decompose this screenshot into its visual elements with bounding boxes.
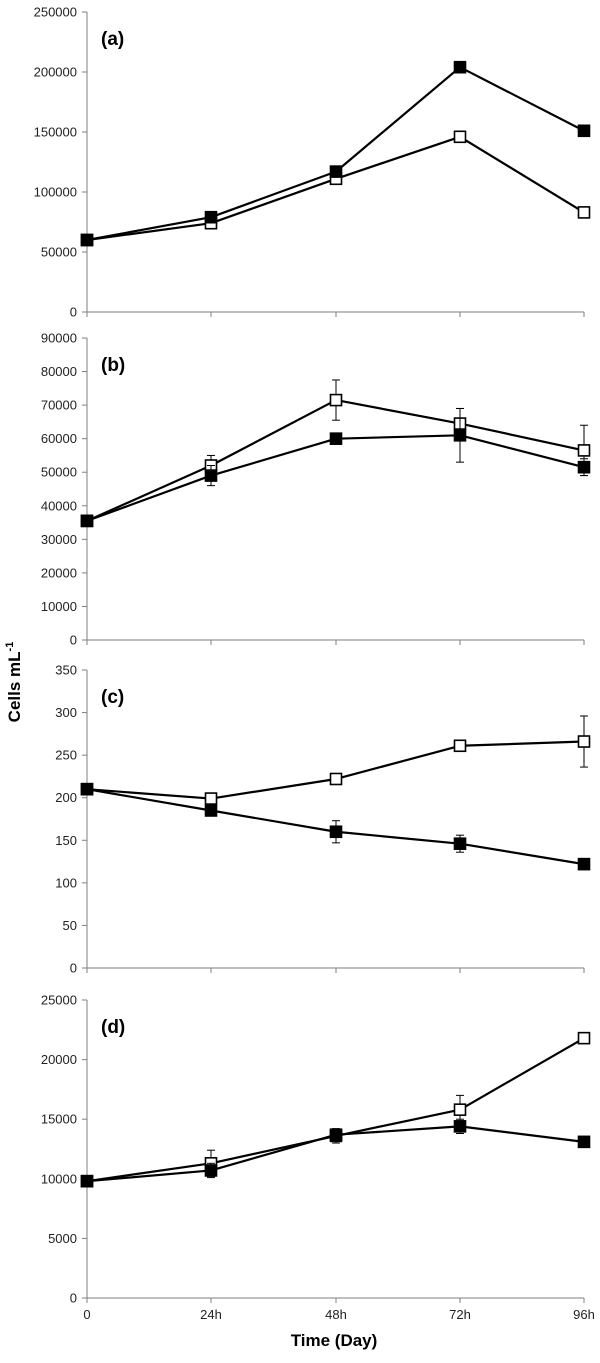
series-filled-marker xyxy=(577,857,591,871)
series-filled-marker xyxy=(80,514,94,528)
y-tick-label: 0 xyxy=(70,305,77,320)
y-tick-label: 0 xyxy=(70,1291,77,1306)
series-open-marker xyxy=(577,1031,591,1045)
y-tick-label: 5000 xyxy=(48,1231,77,1246)
y-tick-label: 100000 xyxy=(34,185,77,200)
series-filled-line xyxy=(86,66,585,242)
panel-label: (a) xyxy=(101,29,124,50)
panel-label: (d) xyxy=(101,1017,125,1038)
y-tick-label: 40000 xyxy=(41,498,77,513)
series-filled-marker xyxy=(329,165,343,178)
series-open-marker xyxy=(577,206,591,219)
series-open-line xyxy=(86,740,585,800)
x-tick-label: 96h xyxy=(573,1307,595,1322)
y-tick-label: 350 xyxy=(55,663,77,678)
y-tick-label: 200 xyxy=(55,790,77,805)
y-axis-title-main: Cells mL xyxy=(5,651,24,722)
y-tick-label: 15000 xyxy=(41,1112,77,1127)
panel-c: 0 50 100 150 200 250 300 350 (c) xyxy=(55,663,591,976)
y-tick-label: 50 xyxy=(63,918,77,933)
series-filled-marker xyxy=(453,837,467,850)
series-open-marker xyxy=(577,444,591,457)
panel-a: 0 50000 100000 150000 200000 250000 (a) xyxy=(34,5,591,320)
y-tick-label: 250 xyxy=(55,748,77,763)
y-tick-label: 150 xyxy=(55,833,77,848)
series-filled-marker xyxy=(329,825,343,839)
series-filled-marker xyxy=(204,469,218,482)
series-filled-marker xyxy=(204,804,218,817)
panel-label: (c) xyxy=(101,687,124,708)
series-filled-marker xyxy=(204,210,218,224)
y-tick-label: 50000 xyxy=(41,465,77,480)
series-open-line xyxy=(86,1037,585,1183)
panels: 050000100000150000200000250000(a)0100002… xyxy=(34,5,595,1323)
series-filled-marker xyxy=(453,60,467,74)
y-tick-label: 300 xyxy=(55,705,77,720)
x-axis-title: Time (Day) xyxy=(291,1331,378,1350)
series-open-marker xyxy=(329,772,343,786)
y-tick-label: 20000 xyxy=(41,1052,77,1067)
panel-b: 0 10000 20000 30000 40000 50000 60000 70000 8000… xyxy=(41,331,591,648)
series-filled-marker xyxy=(329,1128,343,1141)
x-tick-label: 48h xyxy=(325,1307,347,1322)
series-open-line xyxy=(86,135,585,242)
series-filled-marker xyxy=(329,432,343,445)
series-open-marker xyxy=(329,393,343,407)
x-tick-label: 24h xyxy=(200,1307,222,1322)
series-filled-line xyxy=(86,434,585,522)
series-open-marker xyxy=(453,1103,467,1116)
y-tick-label: 200000 xyxy=(34,65,77,80)
series-open-marker xyxy=(453,130,467,144)
y-tick-label: 80000 xyxy=(41,364,77,379)
y-tick-label: 70000 xyxy=(41,398,77,413)
y-tick-label: 10000 xyxy=(41,599,77,614)
y-tick-label: 0 xyxy=(70,633,77,648)
y-tick-label: 10000 xyxy=(41,1171,77,1186)
series-filled-marker xyxy=(577,460,591,474)
panel-d: 0 5000 10000 15000 20000 25000 0 24h 48h 72h 96h (d… xyxy=(41,993,595,1323)
y-tick-label: 100 xyxy=(55,875,77,890)
series-open-marker xyxy=(204,792,218,805)
x-tick-label: 0 xyxy=(83,1307,90,1322)
series-filled-marker xyxy=(80,233,94,247)
series-filled-marker xyxy=(453,429,467,442)
y-tick-label: 150000 xyxy=(34,125,77,140)
y-axis-title: Cells mL-1 xyxy=(4,642,24,723)
panel-label: (b) xyxy=(101,355,125,376)
y-axis-title-superscript: -1 xyxy=(4,642,16,652)
series-open-marker xyxy=(577,735,591,748)
y-tick-label: 90000 xyxy=(41,331,77,346)
y-tick-label: 60000 xyxy=(41,431,77,446)
series-filled-marker xyxy=(80,1174,94,1188)
y-tick-label: 25000 xyxy=(41,993,77,1008)
series-filled-marker xyxy=(453,1120,467,1133)
series-filled-marker xyxy=(80,782,94,796)
y-tick-label: 20000 xyxy=(41,565,77,580)
y-tick-label: 50000 xyxy=(41,245,77,260)
y-tick-label: 0 xyxy=(70,961,77,976)
x-tick-label: 72h xyxy=(449,1307,471,1322)
y-tick-label: 250000 xyxy=(34,5,77,20)
series-open-marker xyxy=(453,739,467,753)
series-filled-marker xyxy=(577,124,591,138)
series-filled-marker xyxy=(204,1164,218,1177)
series-filled-marker xyxy=(577,1135,591,1149)
y-tick-label: 30000 xyxy=(41,532,77,547)
